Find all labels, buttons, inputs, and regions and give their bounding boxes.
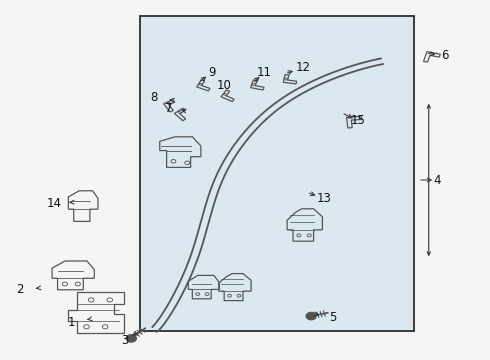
Text: 15: 15 — [350, 114, 365, 127]
Text: 7: 7 — [165, 102, 173, 114]
Text: 13: 13 — [317, 192, 332, 205]
Text: 3: 3 — [121, 334, 129, 347]
Text: 5: 5 — [329, 311, 337, 324]
Text: 2: 2 — [16, 283, 24, 296]
Circle shape — [306, 312, 316, 320]
Text: 4: 4 — [434, 174, 441, 186]
Text: 8: 8 — [150, 91, 158, 104]
Text: 14: 14 — [47, 197, 61, 210]
Text: 10: 10 — [217, 79, 232, 92]
Text: 1: 1 — [67, 316, 75, 329]
Text: 9: 9 — [208, 66, 216, 78]
Text: 11: 11 — [257, 66, 272, 78]
Text: 6: 6 — [441, 49, 449, 62]
Circle shape — [126, 335, 136, 342]
FancyBboxPatch shape — [140, 16, 414, 331]
Text: 12: 12 — [295, 61, 310, 74]
